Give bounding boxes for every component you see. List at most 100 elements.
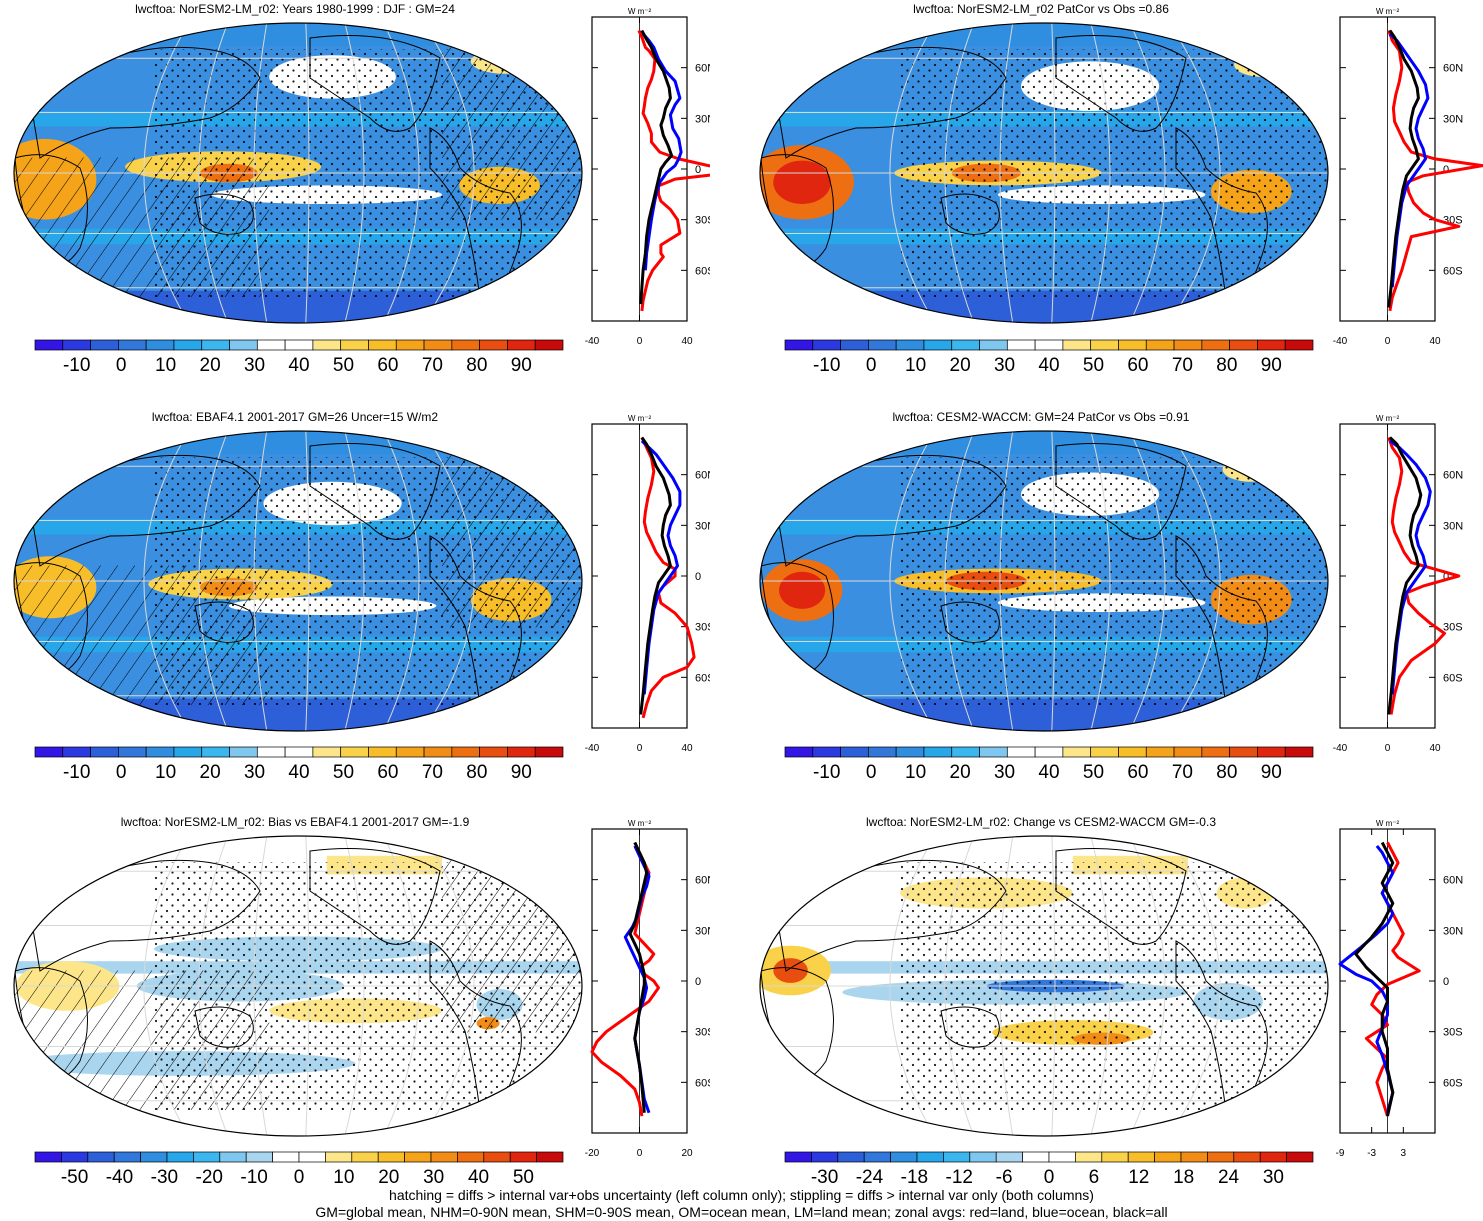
- zonal-mean-change: -9 -3 3 60N 30N 0 30S 60S W m⁻²: [1336, 819, 1464, 1159]
- graticule-meridian: [253, 23, 268, 323]
- colorbar-swatch: [895, 339, 925, 351]
- colorbar-swatch: [1201, 746, 1230, 758]
- colorbar-swatch: [868, 339, 897, 351]
- colorbar-swatch: [423, 746, 453, 758]
- colorbar-swatch: [219, 1151, 247, 1163]
- colorbar-swatch: [923, 746, 953, 758]
- colorbar-swatch: [811, 1151, 839, 1163]
- colorbar-swatch: [1201, 339, 1230, 351]
- colorbar-swatch: [943, 1151, 971, 1163]
- colorbar-swatch: [1048, 1151, 1076, 1163]
- colorbar-tick-label: 80: [466, 762, 487, 783]
- x-tick-label: 20: [681, 1148, 693, 1159]
- units-label: W m⁻²: [628, 819, 652, 828]
- coastline: [309, 443, 441, 540]
- colorbar-swatch: [1207, 1151, 1235, 1163]
- colorbar-swatch: [1062, 746, 1092, 758]
- y-tick-label: 60N: [1443, 63, 1463, 75]
- colorbar-tick-label: 0: [1044, 1167, 1055, 1188]
- y-tick-label: 60N: [695, 63, 710, 75]
- colorbar-swatch: [1075, 1151, 1103, 1163]
- graticule-meridian: [383, 431, 420, 731]
- colorbar-swatch: [1257, 339, 1286, 351]
- y-tick-label: 60S: [1443, 1077, 1463, 1089]
- map-field-region: [773, 958, 808, 983]
- colorbar-swatch: [1127, 1151, 1155, 1163]
- colorbar-swatch: [890, 1151, 918, 1163]
- map-bias: [13, 835, 583, 1137]
- colorbar-swatch: [479, 339, 508, 351]
- colorbar-tick-label: 18: [1173, 1167, 1194, 1188]
- colorbar-swatch: [916, 1151, 944, 1163]
- y-tick-label: 60N: [1443, 470, 1463, 482]
- colorbar-tick-label: 20: [200, 762, 221, 783]
- colorbar-swatch: [451, 746, 480, 758]
- y-tick-label: 30N: [695, 520, 710, 532]
- colorbar-swatch: [483, 1151, 511, 1163]
- colorbar-change: -30 -24 -18 -12 -6 0 6 12 18 24 30: [784, 1151, 1314, 1188]
- graticule-meridian: [1051, 431, 1056, 731]
- colorbar-tick-label: 24: [1218, 1167, 1240, 1188]
- y-tick-label: 0: [695, 164, 701, 176]
- colorbar-swatch: [229, 746, 258, 758]
- colorbar-tick-label: 20: [950, 762, 971, 783]
- colorbar-swatch: [951, 746, 980, 758]
- colorbar-tick-label: -30: [151, 1167, 178, 1188]
- colorbar-swatch: [325, 1151, 353, 1163]
- panel-title: lwcftoa: CESM2-WACCM: GM=24 PatCor vs Ob…: [892, 410, 1190, 424]
- graticule-meridian: [999, 23, 1014, 323]
- colorbar-tick-label: 0: [294, 1167, 305, 1188]
- footer-line-1: hatching = diffs > internal var+obs unce…: [389, 1187, 1094, 1203]
- graticule-meridian: [944, 23, 975, 323]
- colorbar-swatch: [784, 339, 814, 351]
- x-tick-label: 0: [1385, 336, 1391, 347]
- colorbar-swatch: [201, 339, 230, 351]
- y-tick-label: 0: [695, 976, 701, 988]
- colorbar-swatch: [995, 1151, 1023, 1163]
- colorbar-swatch: [923, 339, 953, 351]
- coastline: [1055, 443, 1187, 540]
- graticule-meridian: [999, 836, 1014, 1136]
- colorbar-swatch: [62, 339, 91, 351]
- y-tick-label: 30N: [695, 925, 710, 937]
- colorbar-tick-label: 30: [244, 355, 265, 376]
- colorbar-tick-label: 12: [1128, 1167, 1149, 1188]
- colorbar-swatch: [90, 746, 119, 758]
- colorbar-swatch: [113, 1151, 141, 1163]
- colorbar-swatch: [507, 339, 536, 351]
- y-tick-label: 30S: [695, 1027, 710, 1039]
- colorbar-tick-label: 30: [244, 762, 265, 783]
- colorbar-tick-label: 0: [116, 355, 127, 376]
- colorbar-swatch: [457, 1151, 485, 1163]
- colorbar-tick-label: 90: [1261, 355, 1282, 376]
- colorbar-swatch: [507, 746, 536, 758]
- x-tick-label: 0: [1385, 743, 1391, 754]
- graticule-meridian: [344, 23, 365, 323]
- colorbar-tick-label: -10: [63, 762, 90, 783]
- colorbar-swatch: [509, 1151, 537, 1163]
- panel-title: lwcftoa: NorESM2-LM_r02: Bias vs EBAF4.1…: [120, 815, 470, 829]
- map-outline: [759, 835, 1329, 1137]
- colorbar-ref-model: -10 0 10 20 30 40 50 60 70 80 90: [784, 746, 1314, 783]
- colorbar-tick-label: 6: [1089, 1167, 1100, 1188]
- graticule-meridian: [1090, 23, 1111, 323]
- graticule-meridian: [889, 431, 936, 731]
- colorbar-swatch: [1257, 746, 1286, 758]
- colorbar-swatch: [951, 339, 980, 351]
- coastline: [1175, 127, 1268, 299]
- graticule-meridian: [422, 23, 475, 323]
- colorbar-swatch: [395, 746, 425, 758]
- x-tick-label: -9: [1336, 1148, 1345, 1159]
- colorbar-swatch: [90, 339, 119, 351]
- colorbar-swatch: [1284, 746, 1314, 758]
- colorbar-swatch: [245, 1151, 273, 1163]
- colorbar-tick-label: 10: [155, 355, 176, 376]
- colorbar-swatch: [34, 339, 64, 351]
- colorbar-tick-label: -30: [811, 1167, 838, 1188]
- y-tick-label: 30N: [695, 113, 710, 125]
- colorbar-tick-label: 40: [468, 1167, 489, 1188]
- graticule-meridian: [383, 23, 420, 323]
- x-tick-label: -40: [585, 743, 600, 754]
- colorbar-swatch: [1090, 339, 1119, 351]
